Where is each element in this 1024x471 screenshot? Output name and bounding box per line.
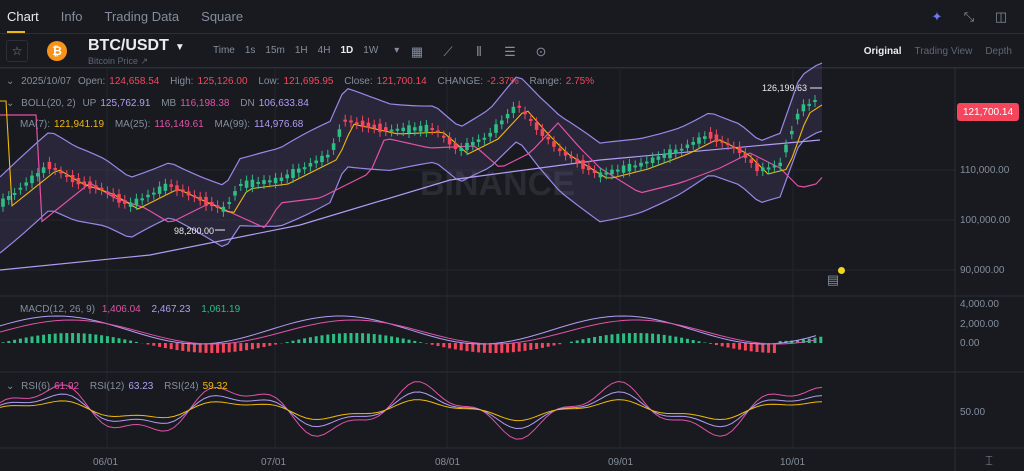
boll-mb-value: 116,198.38: [180, 98, 230, 109]
collapse-chevron-icon[interactable]: ⌄: [6, 76, 15, 87]
axis-scale-icon[interactable]: ⌶: [985, 453, 993, 468]
top-nav: Chart Info Trading Data Square ✦ ⤡ ◫: [0, 0, 1024, 34]
macd-dea-value: 2,467.23: [151, 304, 191, 315]
macd-hist-value: 1,061.19: [201, 304, 241, 315]
rsi24-label: RSI(24): [164, 381, 199, 392]
tab-chart[interactable]: Chart: [7, 0, 39, 34]
rsi6-value: 61.92: [54, 381, 80, 392]
high-label: High:: [170, 76, 194, 87]
settings-gear-icon[interactable]: ⊙: [535, 44, 547, 59]
pair-label: BTC/USDT: [88, 37, 169, 54]
change-value: -2.37%: [487, 76, 519, 87]
view-depth[interactable]: Depth: [985, 46, 1012, 57]
rsi6-label: RSI(6): [21, 381, 51, 392]
macd-legend: MACD(12, 26, 9) 1,406.04 2,467.23 1,061.…: [20, 304, 248, 315]
candle-type-icon[interactable]: ⫴: [476, 44, 482, 59]
macd-tick: 4,000.00: [960, 299, 999, 310]
indicator-icon[interactable]: ⟋: [443, 44, 453, 59]
favorite-star-icon[interactable]: ☆: [6, 40, 28, 62]
tab-square[interactable]: Square: [201, 8, 244, 24]
interval-4h[interactable]: 4H: [317, 45, 331, 56]
rsi12-label: RSI(12): [89, 381, 125, 392]
notification-dot: [838, 267, 845, 274]
view-original[interactable]: Original: [863, 46, 902, 57]
price-tick: 100,000.00: [960, 215, 1011, 226]
low-annotation: 98,200.00: [174, 226, 215, 236]
boll-dn-label: DN: [240, 98, 255, 109]
collapse-icon[interactable]: ⤡: [963, 9, 975, 24]
more-intervals-caret-icon[interactable]: ▾: [394, 45, 400, 56]
ma99-value: 114,976.68: [254, 119, 304, 130]
pair-subtitle-link[interactable]: Bitcoin Price ↗: [88, 56, 149, 66]
low-value: 121,695.95: [283, 76, 334, 87]
macd-tick: 0.00: [960, 338, 980, 349]
interval-1d[interactable]: 1D: [340, 45, 354, 56]
pair-selector[interactable]: BTC/USDT ▼: [88, 37, 185, 55]
high-value: 125,126.00: [197, 76, 248, 87]
tab-trading-data[interactable]: Trading Data: [104, 8, 180, 24]
collapse-chevron-icon[interactable]: ⌄: [6, 381, 15, 392]
chart-settings-icon[interactable]: ☰: [504, 44, 516, 59]
bitcoin-icon: ₿: [47, 41, 67, 61]
interval-1s[interactable]: 1s: [244, 45, 256, 56]
ma-legend: MA(7): 121,941.19 MA(25): 116,149.61 MA(99…: [20, 119, 311, 130]
boll-up-value: 125,762.91: [100, 98, 151, 109]
interval-15m[interactable]: 15m: [265, 45, 285, 56]
boll-label: BOLL(20, 2): [21, 98, 76, 109]
collapse-chevron-icon[interactable]: ⌄: [6, 98, 15, 109]
boll-up-label: UP: [82, 98, 97, 109]
price-tick: 90,000.00: [960, 265, 1005, 276]
rsi24-value: 59.32: [202, 381, 228, 392]
current-price-tag: 121,700.14: [957, 103, 1019, 121]
boll-legend: ⌄ BOLL(20, 2) UP 125,762.91 MB 116,198.38 …: [6, 98, 317, 109]
close-value: 121,700.14: [376, 76, 427, 87]
date-tick: 07/01: [261, 457, 287, 468]
layout-grid-icon[interactable]: ◫: [994, 9, 1008, 24]
open-value: 124,658.54: [109, 76, 160, 87]
date-tick: 09/01: [608, 457, 634, 468]
tab-info[interactable]: Info: [60, 8, 83, 24]
ma7-value: 121,941.19: [54, 119, 105, 130]
range-label: Range:: [529, 76, 562, 87]
calendar-icon[interactable]: ▦: [410, 44, 424, 59]
close-label: Close:: [344, 76, 373, 87]
ai-sparkle-icon[interactable]: ✦: [931, 9, 943, 24]
rsi-tick: 50.00: [960, 407, 986, 418]
price-tick: 110,000.00: [960, 165, 1010, 176]
macd-dif-value: 1,406.04: [101, 304, 141, 315]
boll-mb-label: MB: [161, 98, 177, 109]
interval-1h[interactable]: 1H: [294, 45, 308, 56]
ma99-label: MA(99):: [214, 119, 251, 130]
ohlc-legend: ⌄ 2025/10/07 Open: 124,658.54 High: 125,12…: [6, 76, 602, 87]
macd-tick: 2,000.00: [960, 319, 999, 330]
interval-time[interactable]: Time: [213, 45, 235, 56]
rsi12-value: 63.23: [128, 381, 154, 392]
interval-selector: Time 1s 15m 1H 4H 1D 1W ▾: [213, 45, 399, 56]
high-annotation: 126,199.63: [762, 83, 808, 93]
ohlc-date: 2025/10/07: [21, 76, 72, 87]
low-label: Low:: [258, 76, 280, 87]
interval-1w[interactable]: 1W: [363, 45, 379, 56]
caret-down-icon: ▼: [174, 42, 185, 53]
date-tick: 06/01: [93, 457, 119, 468]
boll-dn-value: 106,633.84: [258, 98, 309, 109]
date-tick: 08/01: [435, 457, 461, 468]
open-label: Open:: [78, 76, 106, 87]
ma25-label: MA(25):: [114, 119, 151, 130]
macd-label: MACD(12, 26, 9): [20, 304, 96, 315]
view-trading-view[interactable]: Trading View: [914, 46, 973, 57]
ma7-label: MA(7):: [20, 119, 50, 130]
change-label: CHANGE:: [437, 76, 484, 87]
date-tick: 10/01: [780, 457, 806, 468]
svg-text:BINANCE: BINANCE: [420, 165, 575, 203]
news-icon[interactable]: ▤: [826, 272, 840, 287]
rsi-legend: ⌄ RSI(6) 61.92 RSI(12) 63.23 RSI(24) 59.32: [6, 381, 236, 392]
ma25-value: 116,149.61: [154, 119, 204, 130]
range-value: 2.75%: [565, 76, 595, 87]
